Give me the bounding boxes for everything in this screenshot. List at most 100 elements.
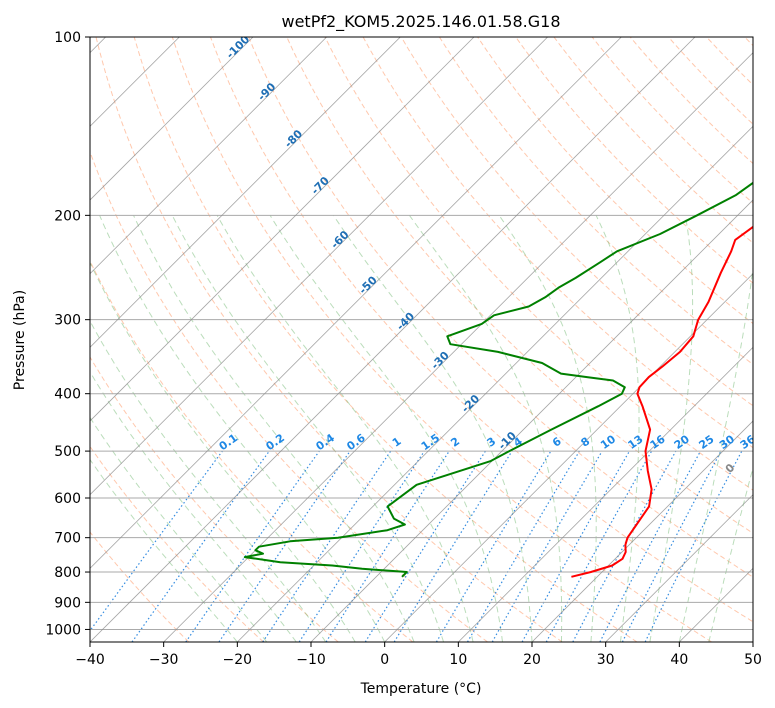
- moist-adiabat-line: [595, 215, 640, 642]
- mixing-ratio-label: 0.1: [217, 431, 240, 453]
- isotherm-gridline: [605, 494, 753, 642]
- mixing-ratio-line: [90, 450, 223, 632]
- mixing-ratio-line: [131, 450, 270, 642]
- isotherm-gridline: [163, 52, 753, 642]
- dry-adiabat-line: [90, 356, 339, 642]
- mixing-ratio-label: 0.2: [264, 431, 287, 453]
- x-tick-label: 40: [670, 652, 688, 668]
- moist-adiabat-line: [678, 264, 753, 642]
- chart-title: wetPf2_KOM5.2025.146.01.58.G18: [281, 12, 560, 32]
- dry-adiabat-line: [591, 37, 753, 204]
- dry-adiabat-line: [133, 37, 638, 642]
- mixing-ratio-line: [218, 450, 351, 642]
- dry-adiabat-line: [668, 37, 753, 125]
- mixing-ratio-label: 36: [738, 432, 758, 452]
- dry-adiabat-line: [515, 37, 753, 284]
- mixing-ratio-label: 0.6: [344, 431, 368, 453]
- isotherm-gridline: [90, 37, 622, 569]
- moist-adiabat-line: [90, 261, 356, 642]
- moist-adiabat-line: [649, 215, 694, 642]
- series-layer: [243, 181, 753, 578]
- mixing-ratio-label: 30: [717, 432, 737, 452]
- y-tick-label: 500: [54, 444, 81, 460]
- dry-adiabat-line: [400, 37, 753, 407]
- x-tick-label: −40: [75, 652, 105, 668]
- x-axis-title: Temperature (°C): [360, 681, 482, 697]
- dry-adiabat-line: [171, 37, 712, 642]
- isotherm-gridline: [90, 37, 327, 275]
- dewpoint-profile-line: [243, 181, 753, 578]
- y-tick-label: 800: [54, 565, 81, 581]
- y-tick-label: 700: [54, 531, 81, 547]
- x-tick-label: 50: [744, 652, 762, 668]
- y-tick-label: 200: [54, 208, 81, 224]
- moist-adiabat-line: [133, 215, 415, 642]
- moist-adiabat-line: [99, 215, 386, 642]
- mixing-ratio-line: [644, 450, 743, 642]
- isotherm-gridline: [531, 420, 753, 642]
- mixing-ratio-label: 25: [697, 433, 717, 452]
- moist-adiabat-line: [216, 215, 474, 642]
- moist-adiabat-line: [90, 416, 268, 642]
- isotherm-label: -80: [282, 127, 305, 150]
- plot-frame: [89, 36, 754, 643]
- isotherm-gridline: [237, 125, 753, 642]
- dry-adiabat-line: [553, 37, 753, 244]
- isotherm-label: -60: [328, 228, 351, 251]
- x-tick-label: −20: [223, 652, 253, 668]
- dry-adiabat-line: [95, 37, 563, 642]
- y-axis-title: Pressure (hPa): [12, 290, 28, 390]
- dry-adiabat-line: [90, 445, 264, 642]
- dry-adiabat-line: [90, 531, 190, 642]
- y-tick-label: 600: [54, 491, 81, 507]
- dry-adiabat-line: [438, 37, 753, 366]
- mixing-ratio-line: [466, 450, 580, 642]
- isotherm-gridline: [384, 273, 753, 642]
- mixing-ratio-line: [298, 450, 425, 642]
- mixing-ratio-line: [521, 450, 631, 642]
- moist-adiabat-label: 10: [755, 494, 775, 514]
- mixing-ratio-line: [572, 450, 677, 642]
- y-tick-label: 400: [54, 387, 81, 403]
- mixing-ratio-line: [393, 450, 513, 642]
- isotherm-gridline: [752, 641, 753, 642]
- mixing-ratio-label: 2: [448, 435, 462, 450]
- dry-adiabat-line: [706, 37, 753, 86]
- dry-adiabat-line: [90, 259, 414, 642]
- dry-adiabat-line: [324, 37, 753, 491]
- isotherm-gridline: [458, 346, 753, 642]
- dry-adiabat-line: [210, 37, 753, 623]
- dry-adiabat-line: [248, 37, 753, 578]
- moist-adiabat-line: [498, 215, 597, 642]
- isotherm-label: -90: [255, 80, 278, 103]
- dry-adiabat-line: [744, 37, 753, 47]
- y-tick-label: 1000: [45, 622, 81, 638]
- mixing-ratio-label: 20: [672, 432, 692, 452]
- mixing-ratio-label: 13: [625, 433, 645, 452]
- isotherm-gridline: [90, 37, 254, 201]
- y-tick-label: 100: [54, 30, 81, 46]
- temperature-profile-line: [571, 225, 753, 578]
- isotherm-gridline: [90, 37, 696, 642]
- isotherm-gridline: [90, 37, 401, 348]
- isotherm-label: -20: [459, 392, 482, 415]
- moist-adiabat-line: [408, 215, 563, 642]
- isotherm-label: -40: [394, 310, 417, 333]
- isotherm-label: -70: [309, 174, 332, 197]
- isotherm-label: -30: [429, 349, 452, 372]
- moist-adiabat-line: [90, 458, 238, 642]
- moist-adiabat-line: [269, 215, 503, 642]
- isotherm-gridline: [679, 567, 753, 642]
- y-tick-label: 900: [54, 595, 81, 611]
- moist-adiabat-line: [90, 320, 327, 642]
- x-tick-label: 10: [449, 652, 467, 668]
- axis-layer: −40 −30 −20 −10 0 10 20 30 40 5010020030040050060…: [45, 30, 762, 668]
- x-tick-label: 30: [597, 652, 615, 668]
- y-tick-label: 300: [54, 313, 81, 329]
- grid-layer: [90, 37, 753, 642]
- isotherm-gridline: [90, 37, 548, 496]
- mixing-ratio-label: 1.5: [419, 431, 442, 453]
- mixing-ratio-line: [185, 450, 320, 642]
- dry-adiabat-line: [362, 37, 753, 449]
